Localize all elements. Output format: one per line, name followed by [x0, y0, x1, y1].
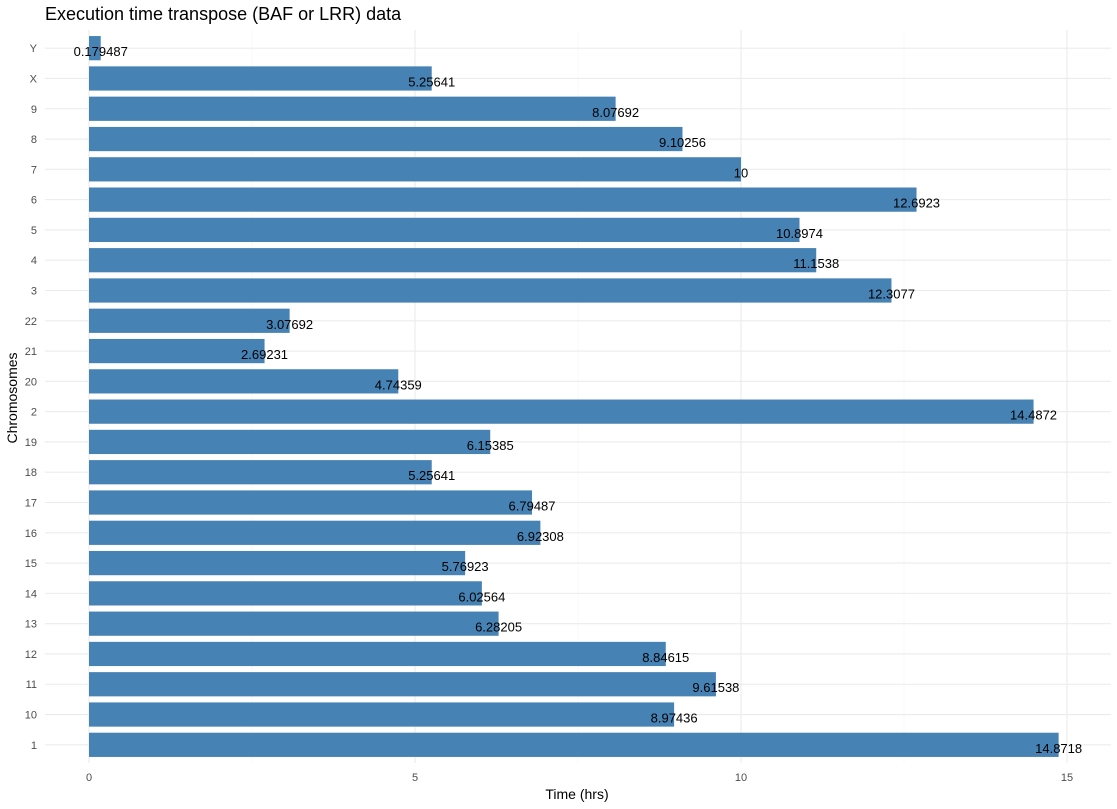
- x-tick-label: 5: [412, 772, 418, 784]
- data-label-chr-21: 2.69231: [241, 347, 288, 362]
- data-label-chr-2: 14.4872: [1010, 408, 1057, 423]
- data-label-chr-6: 12.6923: [893, 196, 940, 211]
- bar-chr-9: [89, 96, 616, 121]
- bar-chr-X: [89, 66, 432, 91]
- y-tick-label: 2: [31, 407, 37, 419]
- data-label-chr-13: 6.28205: [475, 620, 522, 635]
- x-tick-label: 0: [86, 772, 92, 784]
- data-label-chr-1: 14.8718: [1035, 741, 1082, 756]
- data-label-chr-22: 3.07692: [266, 317, 313, 332]
- bar-chr-8: [89, 126, 683, 152]
- data-label-chr-12: 8.84615: [642, 650, 689, 665]
- bar-chr-17: [89, 490, 533, 515]
- data-label-chr-14: 6.02564: [458, 589, 505, 604]
- bar-chr-15: [89, 550, 466, 576]
- bar-chr-14: [89, 581, 482, 606]
- y-tick-label: 9: [31, 104, 37, 116]
- bar-chr-6: [89, 187, 917, 212]
- data-label-chr-17: 6.79487: [509, 499, 556, 514]
- data-label-chr-19: 6.15385: [467, 438, 514, 453]
- bar-chr-12: [89, 641, 666, 667]
- data-label-chr-Y: 0.179487: [74, 44, 128, 59]
- chart-title: Execution time transpose (BAF or LRR) da…: [45, 4, 402, 24]
- bar-chr-16: [89, 520, 541, 545]
- y-tick-label: 14: [25, 588, 37, 600]
- bar-chr-1: [89, 732, 1059, 757]
- bar-chr-22: [89, 308, 290, 333]
- bar-chr-13: [89, 611, 499, 636]
- data-label-chr-11: 9.61538: [692, 680, 739, 695]
- y-tick-label: 11: [26, 679, 37, 691]
- x-axis-ticks: 0 5 10 15: [86, 772, 1073, 784]
- y-tick-label: 20: [25, 376, 37, 388]
- bar-chr-4: [89, 248, 817, 273]
- data-label-chr-9: 8.07692: [592, 105, 639, 120]
- y-tick-label: 6: [31, 195, 37, 207]
- data-label-chr-10: 8.97436: [651, 711, 698, 726]
- bar-chr-7: [89, 157, 741, 182]
- y-tick-label: 13: [25, 619, 37, 631]
- y-tick-label: 21: [25, 346, 37, 358]
- data-label-chr-X: 5.25641: [408, 74, 455, 89]
- bar-chr-2: [89, 399, 1034, 424]
- y-tick-label: 10: [25, 710, 37, 722]
- bar-chr-Y: [89, 36, 101, 61]
- y-tick-label: 15: [25, 558, 37, 570]
- bar-chr-11: [89, 672, 716, 697]
- data-label-chr-16: 6.92308: [517, 529, 564, 544]
- y-tick-label: 4: [31, 255, 37, 267]
- x-tick-label: 15: [1061, 772, 1073, 784]
- data-label-chr-3: 12.3077: [868, 286, 915, 301]
- y-tick-label: 19: [25, 437, 37, 449]
- bars: [89, 36, 1059, 757]
- bar-chr-3: [89, 278, 892, 303]
- bar-chr-18: [89, 460, 432, 485]
- y-tick-label: 16: [25, 528, 37, 540]
- y-tick-label: 17: [25, 498, 37, 510]
- bar-chr-21: [89, 338, 265, 364]
- y-tick-label: 5: [31, 225, 37, 237]
- y-tick-label: 18: [25, 467, 37, 479]
- y-tick-label: 12: [25, 649, 37, 661]
- y-tick-label: 1: [31, 740, 37, 752]
- y-axis-ticks: 1 10 11 12 13 14 15 16 17 18 19 2 20 21 22 3 4 5 6 7 8 9 X Y: [25, 43, 38, 752]
- x-tick-label: 10: [735, 772, 747, 784]
- data-label-chr-5: 10.8974: [776, 226, 823, 241]
- y-axis-title: Chromosomes: [4, 352, 20, 443]
- y-tick-label: X: [30, 73, 38, 85]
- data-label-chr-18: 5.25641: [408, 468, 455, 483]
- bar-chr-20: [89, 369, 399, 394]
- y-tick-label: Y: [30, 43, 38, 55]
- data-label-chr-7: 10: [734, 165, 748, 180]
- y-tick-label: 8: [31, 134, 37, 146]
- bar-chr-10: [89, 702, 675, 727]
- y-tick-label: 7: [31, 164, 37, 176]
- x-axis-title: Time (hrs): [545, 786, 608, 802]
- y-tick-label: 22: [25, 316, 37, 328]
- data-label-chr-4: 11.1538: [793, 256, 839, 271]
- data-label-chr-8: 9.10256: [659, 135, 706, 150]
- y-tick-label: 3: [31, 285, 37, 297]
- data-label-chr-20: 4.74359: [375, 377, 422, 392]
- bar-chr-5: [89, 217, 800, 243]
- bar-chr-19: [89, 429, 491, 455]
- data-label-chr-15: 5.76923: [442, 559, 489, 574]
